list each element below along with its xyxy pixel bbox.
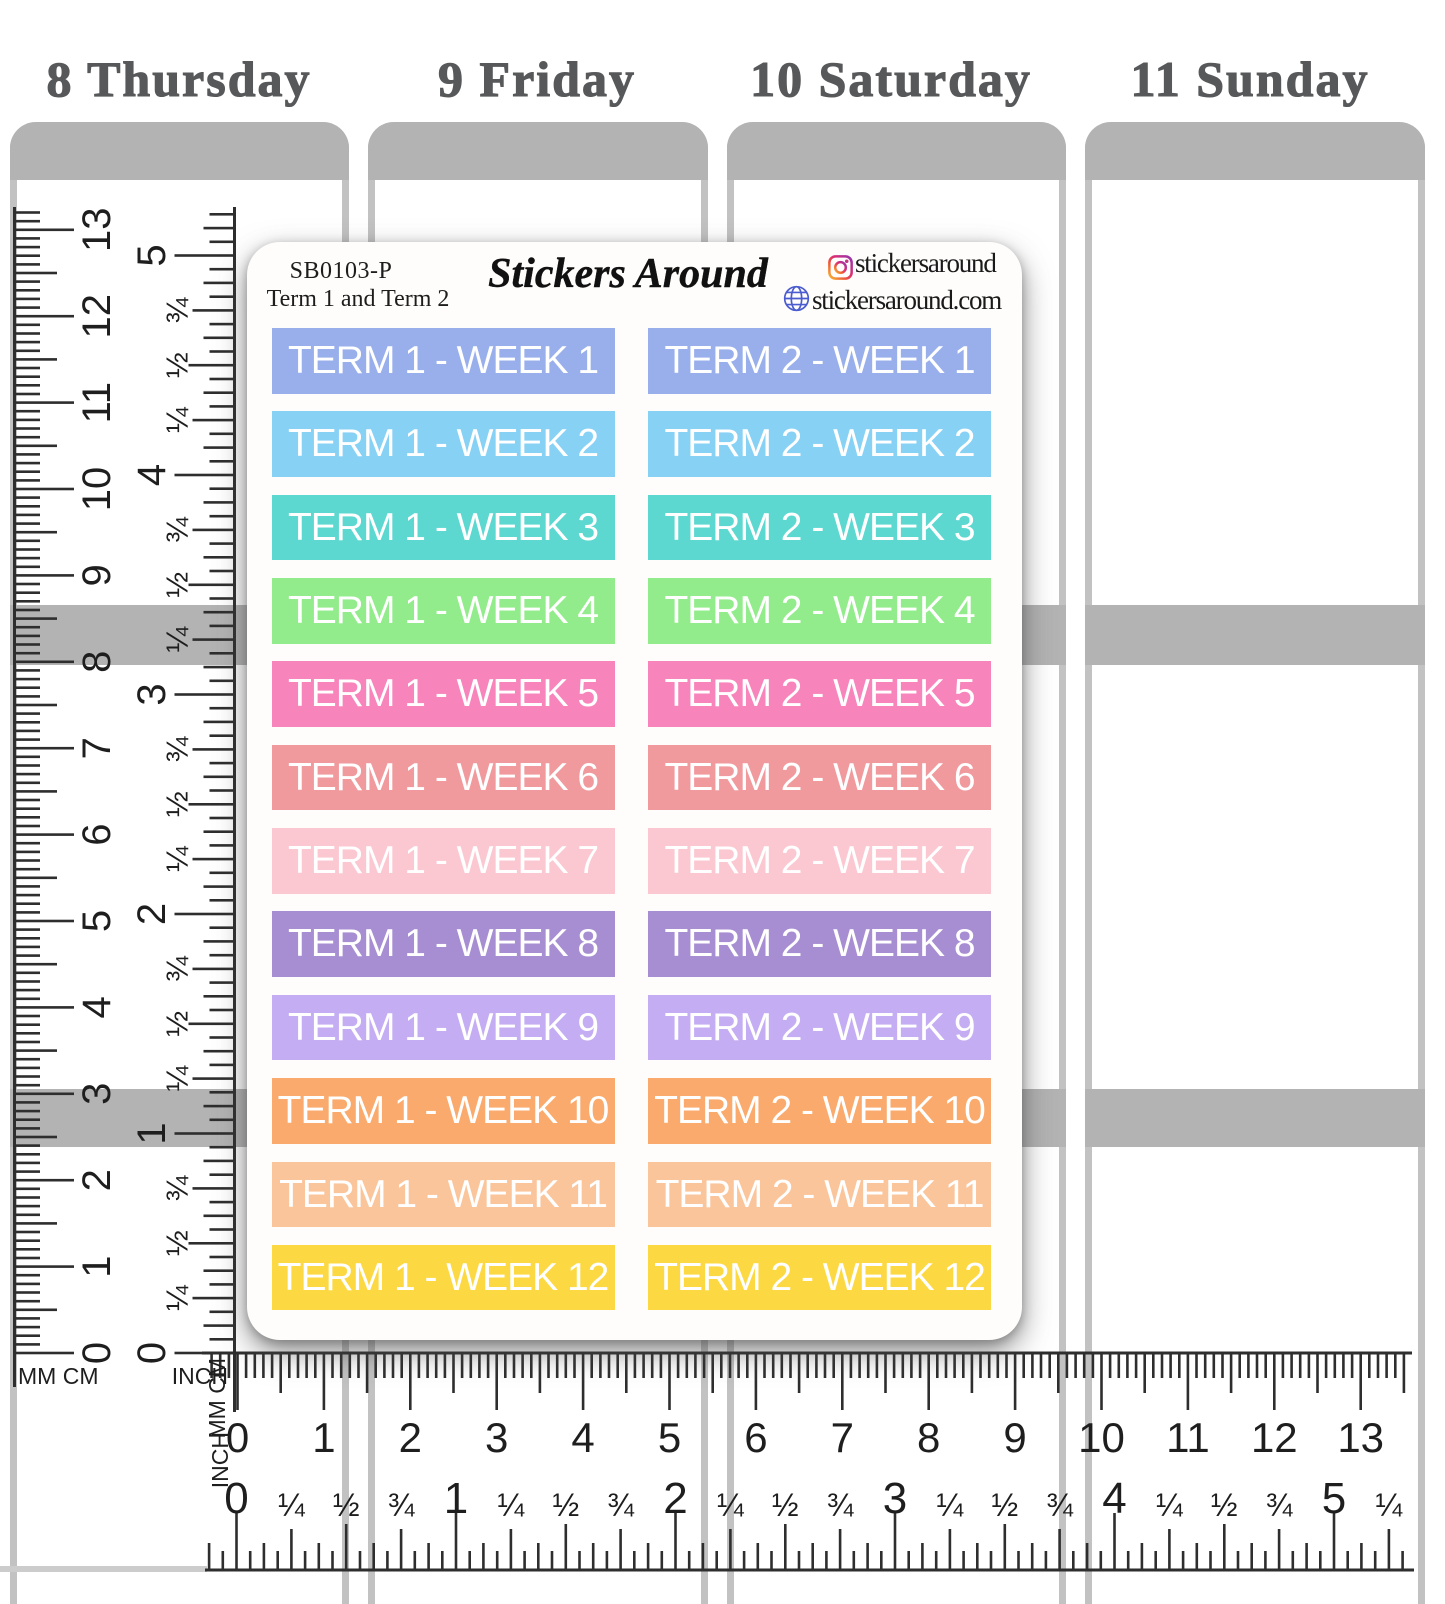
svg-text:3: 3 <box>883 1474 907 1523</box>
svg-text:¼: ¼ <box>1376 1487 1404 1523</box>
svg-text:8: 8 <box>917 1414 940 1461</box>
svg-text:12: 12 <box>1251 1414 1298 1461</box>
svg-text:6: 6 <box>75 823 119 845</box>
svg-text:¾: ¾ <box>160 296 195 323</box>
svg-text:10: 10 <box>1078 1414 1125 1461</box>
svg-text:½: ½ <box>991 1487 1018 1523</box>
svg-text:5: 5 <box>130 244 174 266</box>
svg-text:¼: ¼ <box>160 1284 195 1311</box>
svg-text:11: 11 <box>75 382 119 424</box>
svg-text:4: 4 <box>571 1414 594 1461</box>
svg-text:4: 4 <box>1102 1474 1126 1523</box>
svg-text:½: ½ <box>160 1011 195 1037</box>
svg-text:9: 9 <box>75 564 119 586</box>
svg-text:0: 0 <box>226 1414 249 1461</box>
svg-text:5: 5 <box>1322 1474 1346 1523</box>
svg-text:2: 2 <box>663 1474 687 1523</box>
svg-text:0: 0 <box>224 1474 248 1523</box>
svg-text:½: ½ <box>552 1487 579 1523</box>
svg-text:3: 3 <box>130 683 174 705</box>
svg-text:INCH: INCH <box>207 1432 233 1488</box>
svg-text:1: 1 <box>444 1474 468 1523</box>
svg-text:13: 13 <box>75 208 119 253</box>
svg-text:MM CM: MM CM <box>18 1363 98 1389</box>
svg-text:¾: ¾ <box>160 1174 195 1201</box>
svg-text:9: 9 <box>1003 1414 1026 1461</box>
svg-text:1: 1 <box>75 1255 119 1277</box>
svg-text:¼: ¼ <box>160 1065 195 1092</box>
svg-text:11: 11 <box>1166 1414 1210 1461</box>
svg-text:12: 12 <box>75 294 119 339</box>
svg-text:¼: ¼ <box>498 1487 526 1523</box>
svg-text:¼: ¼ <box>1156 1487 1184 1523</box>
svg-text:¼: ¼ <box>717 1487 745 1523</box>
svg-text:INCH: INCH <box>172 1363 228 1389</box>
svg-text:½: ½ <box>160 572 195 598</box>
svg-text:0: 0 <box>130 1342 174 1364</box>
svg-text:½: ½ <box>1211 1487 1238 1523</box>
svg-text:2: 2 <box>130 903 174 925</box>
svg-text:1: 1 <box>130 1122 174 1144</box>
svg-text:5: 5 <box>75 910 119 932</box>
svg-text:¼: ¼ <box>160 406 195 433</box>
svg-text:7: 7 <box>831 1414 854 1461</box>
svg-text:4: 4 <box>130 464 174 486</box>
svg-text:¼: ¼ <box>160 845 195 872</box>
svg-text:¾: ¾ <box>160 735 195 762</box>
svg-text:¼: ¼ <box>937 1487 965 1523</box>
svg-text:4: 4 <box>75 996 119 1018</box>
svg-text:1: 1 <box>312 1414 335 1461</box>
svg-text:¼: ¼ <box>160 626 195 653</box>
svg-text:½: ½ <box>160 791 195 817</box>
svg-text:¾: ¾ <box>160 955 195 982</box>
svg-text:¾: ¾ <box>388 1487 416 1523</box>
svg-text:0: 0 <box>75 1342 119 1364</box>
svg-text:¾: ¾ <box>1266 1487 1294 1523</box>
svg-text:5: 5 <box>658 1414 681 1461</box>
svg-text:½: ½ <box>160 352 195 378</box>
svg-text:¾: ¾ <box>160 516 195 543</box>
svg-text:½: ½ <box>333 1487 360 1523</box>
svg-text:3: 3 <box>75 1083 119 1105</box>
svg-text:2: 2 <box>399 1414 422 1461</box>
svg-text:MM CM: MM CM <box>204 1358 230 1438</box>
svg-text:¾: ¾ <box>827 1487 855 1523</box>
svg-text:8: 8 <box>75 651 119 673</box>
svg-text:¼: ¼ <box>278 1487 306 1523</box>
svg-text:6: 6 <box>744 1414 767 1461</box>
svg-text:½: ½ <box>772 1487 799 1523</box>
svg-text:¾: ¾ <box>1046 1487 1074 1523</box>
svg-text:2: 2 <box>75 1169 119 1191</box>
svg-text:7: 7 <box>75 737 119 759</box>
svg-text:3: 3 <box>485 1414 508 1461</box>
svg-text:10: 10 <box>75 467 119 512</box>
svg-text:½: ½ <box>160 1230 195 1256</box>
svg-text:13: 13 <box>1337 1414 1384 1461</box>
svg-text:¾: ¾ <box>607 1487 635 1523</box>
